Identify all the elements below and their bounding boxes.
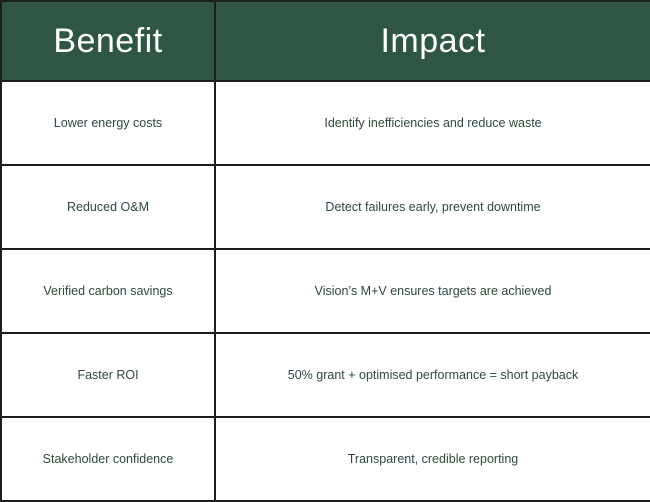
table-header: Benefit Impact [0,0,650,82]
impact-cell: Transparent, credible reporting [214,416,650,502]
table-row: Reduced O&M Detect failures early, preve… [0,164,650,250]
benefit-cell: Stakeholder confidence [0,416,216,502]
benefit-cell: Faster ROI [0,332,216,418]
impact-cell: Identify inefficiencies and reduce waste [214,80,650,166]
impact-cell: Detect failures early, prevent downtime [214,164,650,250]
table-row: Stakeholder confidence Transparent, cred… [0,416,650,502]
benefit-cell: Verified carbon savings [0,248,216,334]
impact-cell: Vision’s M+V ensures targets are achieve… [214,248,650,334]
header-impact: Impact [214,0,650,82]
header-benefit: Benefit [0,0,216,82]
table-row: Lower energy costs Identify inefficienci… [0,80,650,166]
benefit-cell: Reduced O&M [0,164,216,250]
benefit-cell: Lower energy costs [0,80,216,166]
impact-cell: 50% grant + optimised performance = shor… [214,332,650,418]
header-row: Benefit Impact [0,0,650,82]
table-row: Faster ROI 50% grant + optimised perform… [0,332,650,418]
table-row: Verified carbon savings Vision’s M+V ens… [0,248,650,334]
table-body: Lower energy costs Identify inefficienci… [0,80,650,502]
